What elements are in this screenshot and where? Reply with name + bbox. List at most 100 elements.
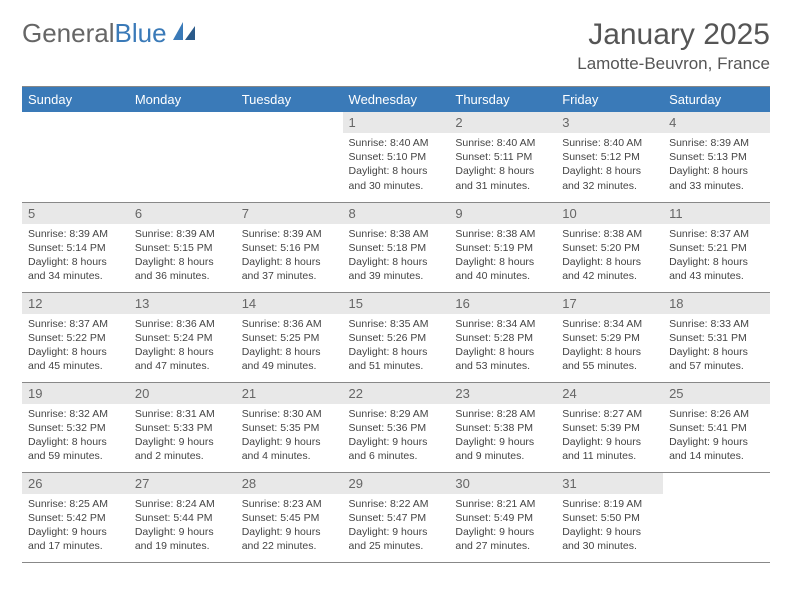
brand-logo: GeneralBlue [22,18,199,49]
day-number: 12 [22,293,129,314]
day-number: 5 [22,203,129,224]
day-details: Sunrise: 8:36 AMSunset: 5:25 PMDaylight:… [236,314,343,378]
day-number: 13 [129,293,236,314]
title-block: January 2025 Lamotte-Beuvron, France [577,18,770,74]
day-details: Sunrise: 8:40 AMSunset: 5:11 PMDaylight:… [449,133,556,197]
day-details: Sunrise: 8:31 AMSunset: 5:33 PMDaylight:… [129,404,236,468]
weekday-header: Thursday [449,87,556,113]
calendar-cell: 24Sunrise: 8:27 AMSunset: 5:39 PMDayligh… [556,382,663,472]
day-number: 3 [556,112,663,133]
day-details: Sunrise: 8:35 AMSunset: 5:26 PMDaylight:… [343,314,450,378]
day-number: 26 [22,473,129,494]
calendar-cell [129,112,236,202]
brand-part1: General [22,18,115,49]
day-details: Sunrise: 8:39 AMSunset: 5:15 PMDaylight:… [129,224,236,288]
month-title: January 2025 [577,18,770,52]
day-number: 25 [663,383,770,404]
calendar-cell: 20Sunrise: 8:31 AMSunset: 5:33 PMDayligh… [129,382,236,472]
calendar-cell: 29Sunrise: 8:22 AMSunset: 5:47 PMDayligh… [343,472,450,562]
calendar-cell: 22Sunrise: 8:29 AMSunset: 5:36 PMDayligh… [343,382,450,472]
day-details: Sunrise: 8:39 AMSunset: 5:14 PMDaylight:… [22,224,129,288]
calendar-cell: 17Sunrise: 8:34 AMSunset: 5:29 PMDayligh… [556,292,663,382]
header: GeneralBlue January 2025 Lamotte-Beuvron… [22,18,770,74]
day-number: 29 [343,473,450,494]
day-details: Sunrise: 8:21 AMSunset: 5:49 PMDaylight:… [449,494,556,558]
calendar-row: 19Sunrise: 8:32 AMSunset: 5:32 PMDayligh… [22,382,770,472]
day-number: 9 [449,203,556,224]
day-number: 28 [236,473,343,494]
calendar-cell: 6Sunrise: 8:39 AMSunset: 5:15 PMDaylight… [129,202,236,292]
day-details: Sunrise: 8:26 AMSunset: 5:41 PMDaylight:… [663,404,770,468]
day-number: 14 [236,293,343,314]
day-details: Sunrise: 8:40 AMSunset: 5:12 PMDaylight:… [556,133,663,197]
day-details: Sunrise: 8:25 AMSunset: 5:42 PMDaylight:… [22,494,129,558]
day-details: Sunrise: 8:19 AMSunset: 5:50 PMDaylight:… [556,494,663,558]
day-details: Sunrise: 8:24 AMSunset: 5:44 PMDaylight:… [129,494,236,558]
day-details: Sunrise: 8:39 AMSunset: 5:13 PMDaylight:… [663,133,770,197]
location: Lamotte-Beuvron, France [577,54,770,74]
day-details: Sunrise: 8:38 AMSunset: 5:20 PMDaylight:… [556,224,663,288]
calendar-cell: 4Sunrise: 8:39 AMSunset: 5:13 PMDaylight… [663,112,770,202]
day-details: Sunrise: 8:23 AMSunset: 5:45 PMDaylight:… [236,494,343,558]
day-number: 27 [129,473,236,494]
day-number: 17 [556,293,663,314]
calendar-row: 12Sunrise: 8:37 AMSunset: 5:22 PMDayligh… [22,292,770,382]
day-details: Sunrise: 8:38 AMSunset: 5:19 PMDaylight:… [449,224,556,288]
day-details: Sunrise: 8:38 AMSunset: 5:18 PMDaylight:… [343,224,450,288]
calendar-row: 5Sunrise: 8:39 AMSunset: 5:14 PMDaylight… [22,202,770,292]
day-number: 15 [343,293,450,314]
day-number: 16 [449,293,556,314]
calendar-cell: 19Sunrise: 8:32 AMSunset: 5:32 PMDayligh… [22,382,129,472]
calendar-cell: 5Sunrise: 8:39 AMSunset: 5:14 PMDaylight… [22,202,129,292]
day-details: Sunrise: 8:22 AMSunset: 5:47 PMDaylight:… [343,494,450,558]
day-details: Sunrise: 8:33 AMSunset: 5:31 PMDaylight:… [663,314,770,378]
calendar-row: 26Sunrise: 8:25 AMSunset: 5:42 PMDayligh… [22,472,770,562]
calendar-row: 1Sunrise: 8:40 AMSunset: 5:10 PMDaylight… [22,112,770,202]
calendar-cell: 3Sunrise: 8:40 AMSunset: 5:12 PMDaylight… [556,112,663,202]
day-details: Sunrise: 8:37 AMSunset: 5:21 PMDaylight:… [663,224,770,288]
day-number: 4 [663,112,770,133]
calendar-cell: 21Sunrise: 8:30 AMSunset: 5:35 PMDayligh… [236,382,343,472]
day-details: Sunrise: 8:29 AMSunset: 5:36 PMDaylight:… [343,404,450,468]
calendar-table: SundayMondayTuesdayWednesdayThursdayFrid… [22,86,770,563]
day-details: Sunrise: 8:40 AMSunset: 5:10 PMDaylight:… [343,133,450,197]
day-details: Sunrise: 8:34 AMSunset: 5:28 PMDaylight:… [449,314,556,378]
calendar-cell: 23Sunrise: 8:28 AMSunset: 5:38 PMDayligh… [449,382,556,472]
day-number: 24 [556,383,663,404]
day-number: 22 [343,383,450,404]
calendar-cell: 10Sunrise: 8:38 AMSunset: 5:20 PMDayligh… [556,202,663,292]
day-number: 30 [449,473,556,494]
calendar-cell: 2Sunrise: 8:40 AMSunset: 5:11 PMDaylight… [449,112,556,202]
day-number: 6 [129,203,236,224]
weekday-header: Wednesday [343,87,450,113]
day-number: 1 [343,112,450,133]
weekday-header: Friday [556,87,663,113]
weekday-header: Tuesday [236,87,343,113]
calendar-cell: 13Sunrise: 8:36 AMSunset: 5:24 PMDayligh… [129,292,236,382]
calendar-cell: 1Sunrise: 8:40 AMSunset: 5:10 PMDaylight… [343,112,450,202]
calendar-cell: 28Sunrise: 8:23 AMSunset: 5:45 PMDayligh… [236,472,343,562]
calendar-cell: 30Sunrise: 8:21 AMSunset: 5:49 PMDayligh… [449,472,556,562]
calendar-cell: 26Sunrise: 8:25 AMSunset: 5:42 PMDayligh… [22,472,129,562]
day-number: 2 [449,112,556,133]
weekday-header: Monday [129,87,236,113]
calendar-cell: 25Sunrise: 8:26 AMSunset: 5:41 PMDayligh… [663,382,770,472]
calendar-cell [236,112,343,202]
calendar-cell: 16Sunrise: 8:34 AMSunset: 5:28 PMDayligh… [449,292,556,382]
calendar-cell [663,472,770,562]
calendar-cell: 15Sunrise: 8:35 AMSunset: 5:26 PMDayligh… [343,292,450,382]
day-number: 7 [236,203,343,224]
day-number: 19 [22,383,129,404]
calendar-header-row: SundayMondayTuesdayWednesdayThursdayFrid… [22,87,770,113]
day-details: Sunrise: 8:34 AMSunset: 5:29 PMDaylight:… [556,314,663,378]
day-details: Sunrise: 8:27 AMSunset: 5:39 PMDaylight:… [556,404,663,468]
weekday-header: Sunday [22,87,129,113]
day-number: 20 [129,383,236,404]
brand-sails-icon [171,18,199,49]
calendar-cell: 27Sunrise: 8:24 AMSunset: 5:44 PMDayligh… [129,472,236,562]
day-number: 10 [556,203,663,224]
day-number: 23 [449,383,556,404]
calendar-cell: 31Sunrise: 8:19 AMSunset: 5:50 PMDayligh… [556,472,663,562]
calendar-cell [22,112,129,202]
day-number: 18 [663,293,770,314]
